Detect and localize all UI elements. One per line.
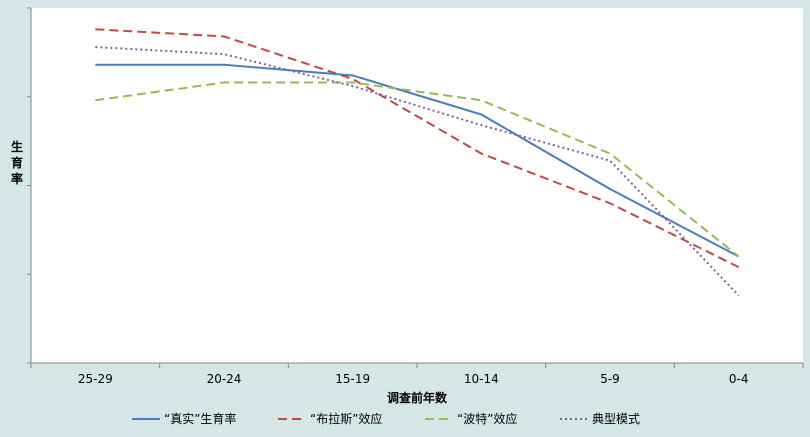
x-tick-label: 25-29 bbox=[78, 372, 113, 386]
x-axis-title: 调查前年数 bbox=[387, 390, 448, 405]
data-point bbox=[479, 152, 483, 156]
data-point bbox=[608, 159, 612, 163]
data-point bbox=[351, 84, 355, 88]
series-line bbox=[95, 63, 740, 258]
data-point bbox=[93, 98, 97, 102]
data-point bbox=[222, 52, 226, 56]
data-point bbox=[351, 73, 355, 77]
data-point bbox=[737, 265, 741, 269]
plot-area bbox=[31, 8, 803, 363]
legend-label: “布拉斯”效应 bbox=[310, 411, 382, 426]
data-point bbox=[93, 27, 97, 31]
data-point bbox=[479, 113, 483, 117]
data-point bbox=[608, 187, 612, 191]
legend-label: 典型模式 bbox=[592, 412, 640, 426]
data-point bbox=[351, 81, 355, 85]
data-point bbox=[737, 294, 741, 298]
data-point bbox=[608, 201, 612, 205]
x-tick-label: 20-24 bbox=[207, 372, 242, 386]
data-point bbox=[737, 255, 741, 259]
x-tick-label: 0-4 bbox=[729, 372, 749, 386]
series-line bbox=[95, 81, 740, 258]
y-axis-title: 生育率 bbox=[11, 139, 23, 186]
series-layer bbox=[93, 27, 741, 298]
data-point bbox=[608, 152, 612, 156]
legend-label: “波特”效应 bbox=[457, 411, 517, 426]
x-tick-label: 5-9 bbox=[600, 372, 620, 386]
series-line bbox=[95, 28, 740, 269]
legend-label: “真实”生育率 bbox=[164, 411, 236, 426]
series-line bbox=[95, 46, 740, 297]
data-point bbox=[93, 63, 97, 67]
data-point bbox=[479, 98, 483, 102]
labels-layer: 25-29 20-24 15-19 10-14 5-9 0-4 调查前年数 生育率 bbox=[11, 139, 748, 405]
data-point bbox=[351, 77, 355, 81]
data-point bbox=[222, 63, 226, 67]
data-point bbox=[222, 34, 226, 38]
legend: “真实”生育率 “布拉斯”效应 “波特”效应 典型模式 bbox=[132, 411, 640, 426]
axes bbox=[27, 7, 804, 368]
data-point bbox=[93, 45, 97, 49]
x-tick-label: 15-19 bbox=[335, 372, 370, 386]
data-point bbox=[222, 81, 226, 85]
x-tick-label: 10-14 bbox=[464, 372, 499, 386]
data-point bbox=[479, 123, 483, 127]
